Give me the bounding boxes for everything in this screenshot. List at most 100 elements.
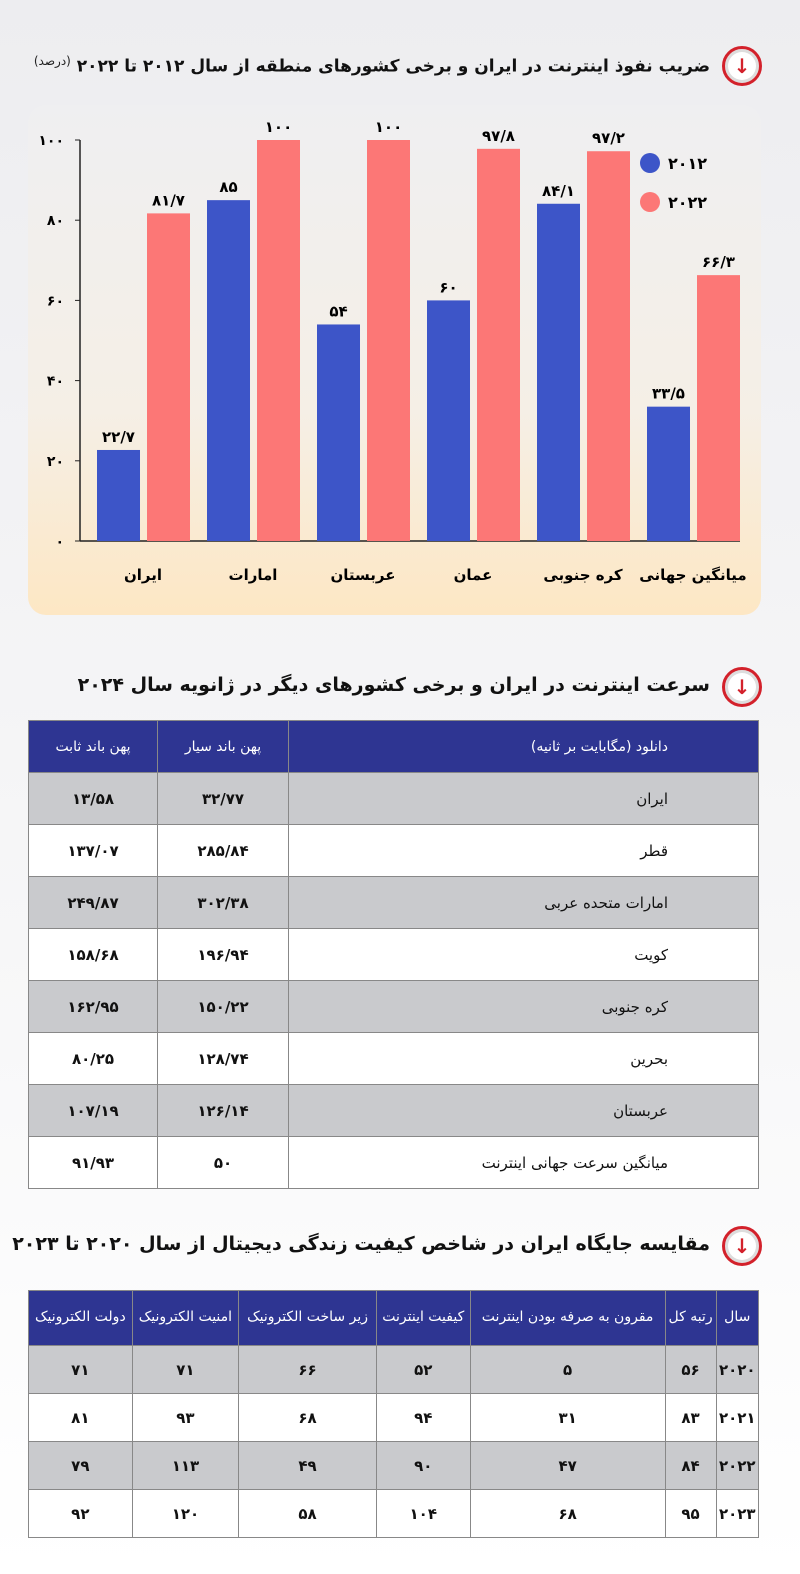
y-tick-label: ۶۰ (47, 293, 64, 309)
table-cell: ۱۹۶/۹۴ (157, 928, 289, 981)
table-cell: ۱۳۷/۰۷ (27, 824, 159, 877)
table-cell: ۶۶ (238, 1345, 377, 1394)
table-cell: ۹۰ (375, 1441, 471, 1490)
x-tick-label: امارات (229, 566, 278, 584)
table-row: قطر ۲۸۵/۸۴ ۱۳۷/۰۷ (27, 824, 760, 877)
chart-panel: ۰ ۲۰ ۴۰ ۶۰ ۸۰ ۱۰۰ ۲۲/۷ ۸۱/۷ ایران ۸۵ ۱۰۰ امارات ۵۴ ۱۰… (28, 105, 761, 615)
table-cell: عربستان (287, 1084, 760, 1137)
table-cell: ۱۳/۵۸ (27, 772, 159, 825)
table-cell: ۸۰/۲۵ (27, 1032, 159, 1085)
column-header: زیر ساخت الکترونیک (238, 1290, 377, 1346)
legend-swatch (640, 153, 660, 173)
table-cell: ۵۲ (375, 1345, 471, 1394)
table-cell: ۹۳ (131, 1393, 240, 1442)
table-cell: ۶۸ (238, 1393, 377, 1442)
data-label: ۸۴/۱ (542, 182, 575, 200)
table-cell: ۱۵۰/۲۲ (157, 980, 289, 1033)
table-cell: ایران (287, 772, 760, 825)
data-label: ۸۵ (219, 178, 237, 196)
table-cell: ۱۵۸/۶۸ (27, 928, 159, 981)
table-cell: ۱۰۴ (375, 1489, 471, 1538)
data-label: ۲۲/۷ (102, 428, 135, 446)
table-cell: قطر (287, 824, 760, 877)
table-cell: ۵۸ (238, 1489, 377, 1538)
table-cell: بحرین (287, 1032, 760, 1085)
table-cell: ۹۲ (28, 1489, 133, 1538)
arrow-down-icon: ↓ (722, 46, 762, 86)
digital-quality-table: سال رتبه کل مقرون به صرفه بودن اینترنت کیفی… (28, 1290, 760, 1538)
arrow-down-icon: ↓ (722, 1226, 762, 1266)
table-cell: ۱۱۳ (131, 1441, 240, 1490)
data-label: ۳۳/۵ (652, 385, 685, 403)
data-label: ۱۰۰ (265, 118, 292, 136)
bar-chart: ۰ ۲۰ ۴۰ ۶۰ ۸۰ ۱۰۰ ۲۲/۷ ۸۱/۷ ایران ۸۵ ۱۰۰ امارات ۵۴ ۱۰… (38, 118, 746, 584)
table-cell: ۲۴۹/۸۷ (27, 876, 159, 929)
table-cell: ۲۰۲۲ (715, 1441, 760, 1490)
unit-label: (درصد) (33, 54, 71, 68)
section-title: ضریب نفوذ اینترنت در ایران و برخی کشورها… (20, 54, 710, 77)
x-tick-label: ایران (124, 566, 162, 584)
x-tick-label: میانگین جهانی (639, 566, 746, 584)
bar (427, 300, 470, 541)
legend-label: ۲۰۱۲ (668, 154, 707, 173)
bar (537, 203, 580, 541)
table-cell: ۲۰۲۰ (715, 1345, 760, 1394)
x-tick-label: عربستان (330, 566, 395, 584)
table-cell: کویت (287, 928, 760, 981)
x-tick-label: کره جنوبی (543, 566, 623, 584)
y-tick-label: ۲۰ (47, 454, 64, 470)
table-row: ۲۰۲۳ ۹۵ ۶۸ ۱۰۴ ۵۸ ۱۲۰ ۹۲ (28, 1489, 760, 1538)
column-header: رتبه کل (664, 1290, 717, 1346)
section-title: مقایسه جایگاه ایران در شاخص کیفیت زندگی … (12, 1233, 710, 1255)
column-header: سال (715, 1290, 760, 1346)
table-cell: ۱۰۷/۱۹ (27, 1084, 159, 1137)
data-label: ۹۷/۲ (592, 129, 625, 147)
table-cell: ۵۰ (157, 1136, 289, 1189)
bar (257, 140, 300, 541)
table-cell: ۵ (469, 1345, 666, 1394)
data-label: ۶۶/۳ (702, 253, 735, 271)
table-row: کره جنوبی ۱۵۰/۲۲ ۱۶۲/۹۵ (27, 980, 760, 1033)
bar (367, 140, 410, 541)
column-header: دولت الکترونیک (28, 1290, 133, 1346)
bar (647, 406, 690, 541)
y-tick-label: ۰ (55, 534, 64, 550)
bar (587, 151, 630, 541)
table-cell: ۱۲۰ (131, 1489, 240, 1538)
table-cell: ۷۱ (131, 1345, 240, 1394)
table-row: امارات متحده عربی ۳۰۲/۳۸ ۲۴۹/۸۷ (27, 876, 760, 929)
table-row: میانگین سرعت جهانی اینترنت ۵۰ ۹۱/۹۳ (27, 1136, 760, 1189)
table-row: ۲۰۲۱ ۸۳ ۳۱ ۹۴ ۶۸ ۹۳ ۸۱ (28, 1393, 760, 1442)
y-tick-label: ۸۰ (47, 213, 64, 229)
table-cell: ۳۰۲/۳۸ (157, 876, 289, 929)
table-cell: امارات متحده عربی (287, 876, 760, 929)
table-cell: ۴۹ (238, 1441, 377, 1490)
table-cell: ۲۸۵/۸۴ (157, 824, 289, 877)
data-label: ۶۰ (439, 278, 457, 296)
table-cell: ۷۱ (28, 1345, 133, 1394)
section-title-text: ضریب نفوذ اینترنت در ایران و برخی کشورها… (76, 56, 710, 77)
column-header: دانلود (مگابایت بر ثانیه) (287, 720, 760, 773)
bar (317, 324, 360, 541)
table-cell: ۸۴ (664, 1441, 717, 1490)
data-label: ۵۴ (329, 302, 347, 320)
column-header: امنیت الکترونیک (131, 1290, 240, 1346)
table-cell: ۱۲۶/۱۴ (157, 1084, 289, 1137)
column-header: کیفیت اینترنت (375, 1290, 471, 1346)
table-row: ۲۰۲۲ ۸۴ ۴۷ ۹۰ ۴۹ ۱۱۳ ۷۹ (28, 1441, 760, 1490)
table-cell: میانگین سرعت جهانی اینترنت (287, 1136, 760, 1189)
column-header: پهن باند سیار (157, 720, 289, 773)
y-tick-label: ۱۰۰ (38, 133, 64, 149)
table-cell: ۳۲/۷۷ (157, 772, 289, 825)
table-row: ایران ۳۲/۷۷ ۱۳/۵۸ (27, 772, 760, 825)
x-tick-label: عمان (454, 566, 493, 584)
table-cell: کره جنوبی (287, 980, 760, 1033)
speed-table: دانلود (مگابایت بر ثانیه) پهن باند سیار په… (27, 720, 760, 1189)
bar (147, 213, 190, 541)
column-header: مقرون به صرفه بودن اینترنت (469, 1290, 666, 1346)
table-cell: ۲۰۲۱ (715, 1393, 760, 1442)
data-label: ۹۷/۸ (482, 127, 515, 145)
bar (477, 148, 520, 541)
column-header: پهن باند ثابت (27, 720, 159, 773)
bar (97, 449, 140, 541)
